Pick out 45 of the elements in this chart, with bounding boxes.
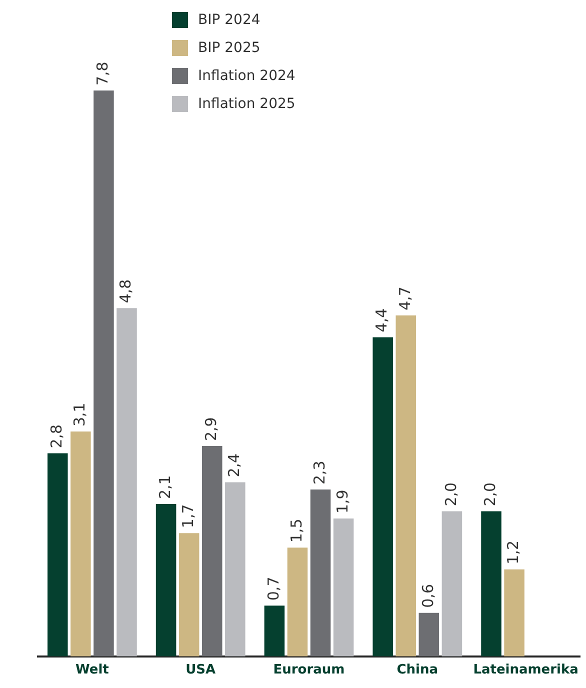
bar xyxy=(156,504,176,656)
bar xyxy=(48,453,68,656)
bar xyxy=(333,518,354,656)
data-label: 2,8 xyxy=(48,424,66,448)
x-tick-label: USA xyxy=(186,662,216,678)
legend-label: BIP 2025 xyxy=(198,40,260,56)
x-tick-label: China xyxy=(396,662,438,678)
bar xyxy=(178,533,200,656)
data-label: 2,0 xyxy=(481,482,500,506)
bar xyxy=(116,308,137,656)
bar xyxy=(225,482,246,656)
bar xyxy=(504,569,524,656)
bar xyxy=(372,337,393,656)
bar xyxy=(202,446,222,656)
bar xyxy=(70,432,91,656)
x-tick-label: Welt xyxy=(76,662,109,678)
bar xyxy=(442,511,462,656)
data-label: 2,0 xyxy=(442,482,460,506)
bar xyxy=(396,315,416,656)
data-label: 1,9 xyxy=(333,490,352,514)
data-label: 2,1 xyxy=(156,475,174,500)
bar xyxy=(264,606,285,656)
legend-label: Inflation 2024 xyxy=(198,68,296,84)
data-label: 0,6 xyxy=(418,584,437,608)
legend-label: Inflation 2025 xyxy=(198,96,296,112)
data-label: 2,9 xyxy=(202,417,220,442)
data-label: 3,1 xyxy=(70,402,89,427)
data-label: 2,4 xyxy=(225,453,244,478)
data-label: 4,8 xyxy=(116,279,135,304)
bar xyxy=(94,90,114,656)
data-label: 1,5 xyxy=(287,518,306,543)
data-label: 2,3 xyxy=(310,460,328,485)
x-tick-label: Euroraum xyxy=(273,662,345,678)
data-label: 4,7 xyxy=(396,286,414,310)
data-label: 4,4 xyxy=(372,308,391,332)
x-tick-label: Lateinamerika xyxy=(473,662,578,678)
data-label: 1,2 xyxy=(504,540,522,564)
bar xyxy=(287,548,308,656)
legend-label: BIP 2024 xyxy=(198,12,260,28)
bar xyxy=(310,490,331,656)
data-label: 7,8 xyxy=(94,62,112,86)
bar xyxy=(418,612,440,656)
bar xyxy=(481,511,502,656)
data-label: 0,7 xyxy=(264,576,282,601)
data-label: 1,7 xyxy=(178,504,197,528)
